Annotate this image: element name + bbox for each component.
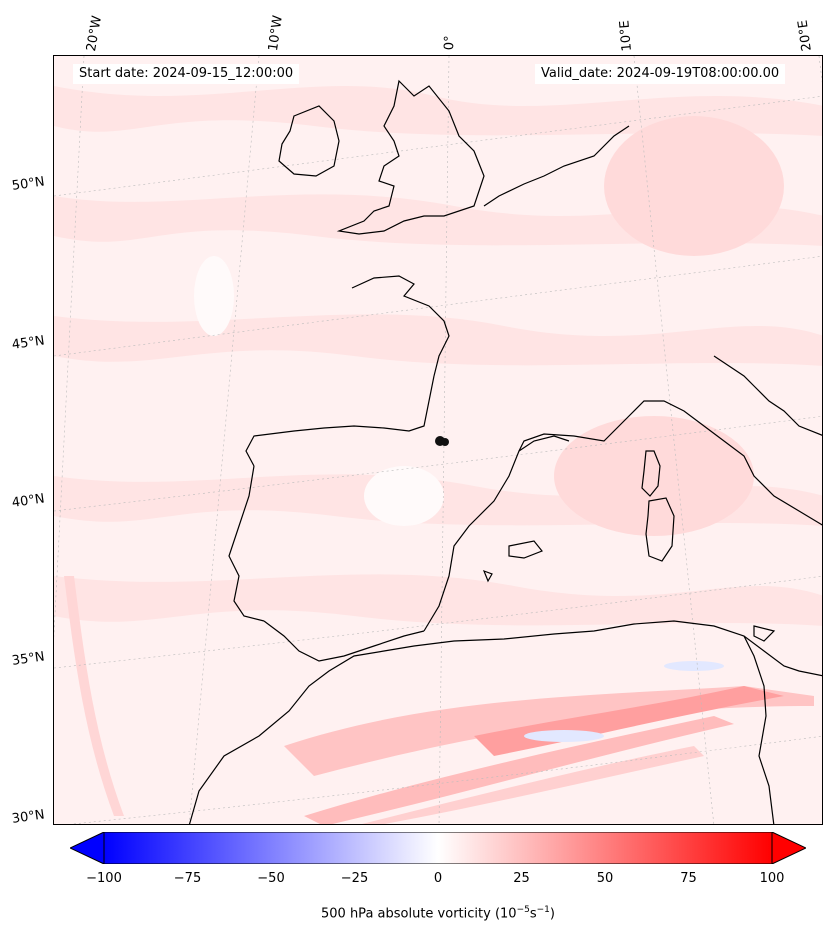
vorticity-map (53, 55, 823, 825)
lon-label-20w: 20°W (84, 14, 106, 53)
graticule-line (633, 56, 715, 824)
field-band (54, 86, 822, 136)
lat-label-40n: 40°N (11, 491, 46, 511)
map-canvas (54, 56, 822, 824)
lon-label-10e: 10°E (617, 19, 635, 53)
colorbar-tick-label: 25 (513, 871, 530, 886)
colorbar-tick-label: −100 (86, 871, 122, 886)
coastline-corsica (641, 450, 661, 497)
start-date-label: Start date: 2024-09-15_12:00:00 (73, 64, 300, 84)
colorbar-extend-high (771, 831, 808, 865)
lat-label-35n: 35°N (11, 649, 46, 669)
lat-label-50n: 50°N (11, 174, 46, 194)
graticule-line (54, 255, 822, 357)
colorbar-label-close: ) (549, 906, 555, 922)
field-patch (364, 466, 444, 526)
graticule-line (54, 56, 85, 640)
graticule-line (54, 415, 822, 512)
vorticity-field (54, 56, 822, 824)
coastline-north-africa (188, 620, 822, 824)
colorbar-tick-label: 0 (433, 871, 443, 886)
graticule-line (70, 735, 822, 824)
graticule-line (54, 95, 822, 197)
coastline-bay-biscay (245, 375, 435, 467)
lon-label-10w: 10°W (266, 14, 286, 53)
coastline-great-britain (336, 79, 485, 235)
coastline-tunisia (743, 635, 775, 824)
station-marker (435, 436, 449, 446)
field-patch (604, 116, 784, 256)
coastline-sardinia (645, 497, 675, 562)
lat-label-45n: 45°N (11, 333, 46, 353)
colorbar-label-text: 500 hPa absolute vorticity (10 (321, 906, 517, 922)
colorbar-tick-label: −50 (257, 871, 285, 886)
coastline-ireland (278, 105, 340, 177)
colorbar-label: 500 hPa absolute vorticity (10−5s−1) (0, 905, 832, 921)
field-patch (554, 416, 754, 536)
blue-patch (664, 661, 724, 671)
blue-patch (524, 730, 604, 742)
graticule-line (54, 575, 822, 669)
vorticity-streak (64, 576, 124, 816)
coastline-mallorca (508, 540, 543, 559)
field-band (54, 574, 822, 626)
vorticity-streak (362, 746, 704, 824)
coastlines (188, 79, 822, 824)
coastline-continent (483, 125, 630, 207)
colorbar-svg (68, 831, 808, 868)
colorbar-tick-label: 75 (680, 871, 697, 886)
colorbar-tick-label: −75 (173, 871, 202, 886)
lat-label-30n: 30°N (11, 807, 46, 827)
colorbar-tick-label: 100 (759, 871, 785, 886)
coastline-iberia-west (228, 465, 265, 622)
coastline-iberia-south (263, 620, 425, 662)
colorbar-extend-low (68, 831, 105, 865)
coastline-iberia-east (423, 435, 570, 632)
colorbar-label-exp: −5 (516, 905, 530, 915)
coastline-adriatic (713, 355, 822, 436)
field-patch (194, 256, 234, 336)
colorbar-tick-label: 50 (596, 871, 614, 886)
coastline-gulf-lion (518, 400, 822, 526)
colorbar-label-unit: s (529, 906, 537, 922)
graticule-line (188, 56, 260, 824)
black-dot-icon (441, 438, 449, 446)
vorticity-streak (304, 716, 734, 824)
lon-label-0: 0° (442, 35, 458, 51)
lon-label-20e: 20°E (795, 18, 815, 52)
coastline-ibiza (482, 569, 493, 583)
colorbar-body (103, 831, 773, 865)
valid-date-label: Valid_date: 2024-09-19T08:00:00.00 (535, 64, 786, 84)
coastline-sicily (753, 625, 776, 642)
colorbar-tick-label: −25 (340, 871, 369, 886)
colorbar-label-exp2: −1 (536, 905, 550, 915)
field-band (54, 314, 822, 366)
colorbar (68, 831, 808, 868)
coastline-france-north (351, 275, 450, 377)
